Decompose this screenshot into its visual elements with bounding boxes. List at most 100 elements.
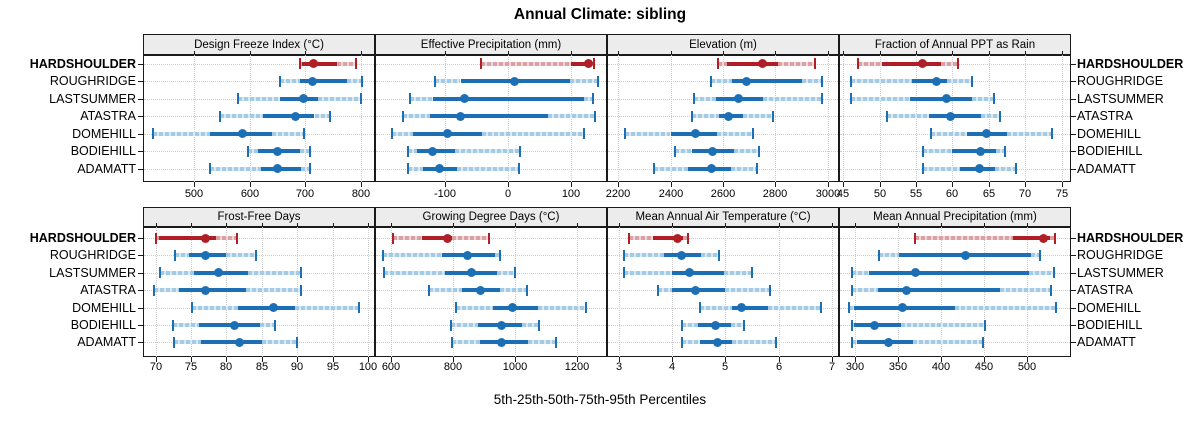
- axis-tick-top: [828, 51, 829, 55]
- row-tick-left: [138, 325, 143, 326]
- row-tick-right: [1071, 98, 1076, 100]
- median-dot: [272, 164, 282, 173]
- interval-tail: [777, 61, 815, 66]
- median-dot: [708, 146, 718, 156]
- axis-tick-label: 2600: [710, 188, 736, 200]
- row-tick-right: [1071, 290, 1076, 292]
- whisker-cap: [856, 58, 859, 69]
- median-dot: [910, 268, 920, 278]
- whisker-cap: [383, 267, 386, 279]
- interval-tail: [625, 131, 671, 136]
- interval-25-75: [952, 149, 997, 153]
- axis-tick-bottom: [775, 182, 776, 187]
- axis-tick-bottom: [984, 357, 985, 362]
- row-tick-right: [1071, 168, 1076, 170]
- whisker-cap: [752, 128, 755, 139]
- panel-strip-title: Mean Annual Air Temperature (°C): [635, 211, 811, 223]
- median-dot: [435, 164, 445, 173]
- median-dot: [733, 94, 743, 103]
- interval-25-75: [302, 61, 338, 66]
- whisker-cap: [1052, 267, 1055, 279]
- whisker-cap: [813, 58, 816, 69]
- axis-tick-top: [779, 223, 780, 227]
- interval-tail: [496, 270, 515, 275]
- site-label-left: ADAMATT: [77, 335, 136, 350]
- interval-tail: [733, 149, 759, 153]
- site-label-right: LASTSUMMER: [1077, 91, 1164, 106]
- row-tick-left: [138, 290, 143, 292]
- axis-tick-top: [1025, 51, 1026, 55]
- axis-tick-top: [989, 51, 990, 55]
- interval-tail: [730, 323, 744, 327]
- row-tick-right: [1071, 272, 1076, 274]
- axis-tick-label: -100: [433, 188, 457, 200]
- axis-tick-bottom: [297, 357, 298, 362]
- axis-tick-top: [672, 223, 673, 227]
- interval-tail: [481, 131, 584, 136]
- interval-tail: [191, 305, 238, 310]
- interval-25-75: [732, 305, 769, 310]
- interval-tail: [940, 61, 958, 66]
- axis-tick-top: [453, 223, 454, 227]
- interval-tail: [300, 166, 311, 171]
- whisker-cap: [820, 302, 823, 314]
- axis-tick-bottom: [262, 357, 263, 362]
- whisker-cap: [354, 58, 357, 69]
- axis-tick-top: [191, 223, 192, 227]
- whisker-cap: [716, 58, 719, 69]
- interval-tail: [912, 340, 984, 345]
- interval-tail: [999, 288, 1052, 293]
- median-dot: [691, 285, 701, 295]
- whisker-cap: [525, 284, 528, 296]
- interval-tail: [657, 288, 673, 293]
- median-dot: [884, 337, 894, 347]
- axis-tick-label: 100: [358, 361, 378, 373]
- axis-tick-top: [297, 223, 298, 227]
- median-dot: [707, 164, 717, 173]
- site-label-right: BODIEHILL: [1077, 318, 1143, 332]
- axis-tick-label: 0: [504, 188, 512, 200]
- axis-tick-label: 55: [909, 188, 923, 200]
- gridline-v: [1062, 55, 1063, 182]
- median-dot: [466, 268, 476, 278]
- median-dot: [741, 76, 751, 86]
- whisker-cap: [718, 249, 720, 261]
- interval-25-75: [912, 79, 948, 83]
- row-tick-right: [1071, 325, 1076, 326]
- interval-tail: [384, 270, 446, 275]
- whisker-cap: [273, 319, 276, 331]
- interval-tail: [456, 305, 494, 310]
- whisker-cap: [886, 110, 888, 122]
- axis-tick-label: 700: [295, 188, 315, 200]
- axis-tick-label: 3000: [815, 188, 841, 200]
- interval-25-75: [910, 96, 973, 101]
- axis-tick-label: 800: [351, 188, 371, 200]
- whisker-cap: [709, 75, 712, 87]
- median-dot: [427, 146, 437, 156]
- axis-tick-label: 600: [240, 188, 260, 200]
- interval-tail: [692, 114, 719, 118]
- gridline-v: [571, 55, 572, 182]
- axis-tick-label: 45: [836, 188, 850, 200]
- whisker-cap: [628, 232, 631, 244]
- whisker-cap: [308, 145, 311, 157]
- interval-tail: [317, 96, 361, 101]
- interval-tail: [499, 288, 527, 293]
- interval-tail: [878, 253, 900, 258]
- axis-tick-label: 70: [1018, 188, 1032, 200]
- whisker-cap: [821, 75, 824, 87]
- interval-tail: [995, 166, 1016, 171]
- interval-tail: [732, 340, 776, 345]
- site-label-left: BODIEHILL: [70, 318, 136, 332]
- row-tick-right: [1071, 116, 1076, 117]
- interval-tail: [972, 96, 994, 101]
- axis-tick-label: 300: [845, 361, 865, 373]
- axis-tick-top: [723, 51, 724, 55]
- site-label-right: ROUGHRIDGE: [1077, 248, 1164, 263]
- interval-tail: [346, 79, 363, 83]
- gridline-v: [989, 55, 990, 182]
- interval-tail: [629, 236, 654, 240]
- row-tick-left: [138, 151, 143, 152]
- axis-tick-label: 4: [668, 361, 676, 373]
- median-dot: [200, 250, 210, 260]
